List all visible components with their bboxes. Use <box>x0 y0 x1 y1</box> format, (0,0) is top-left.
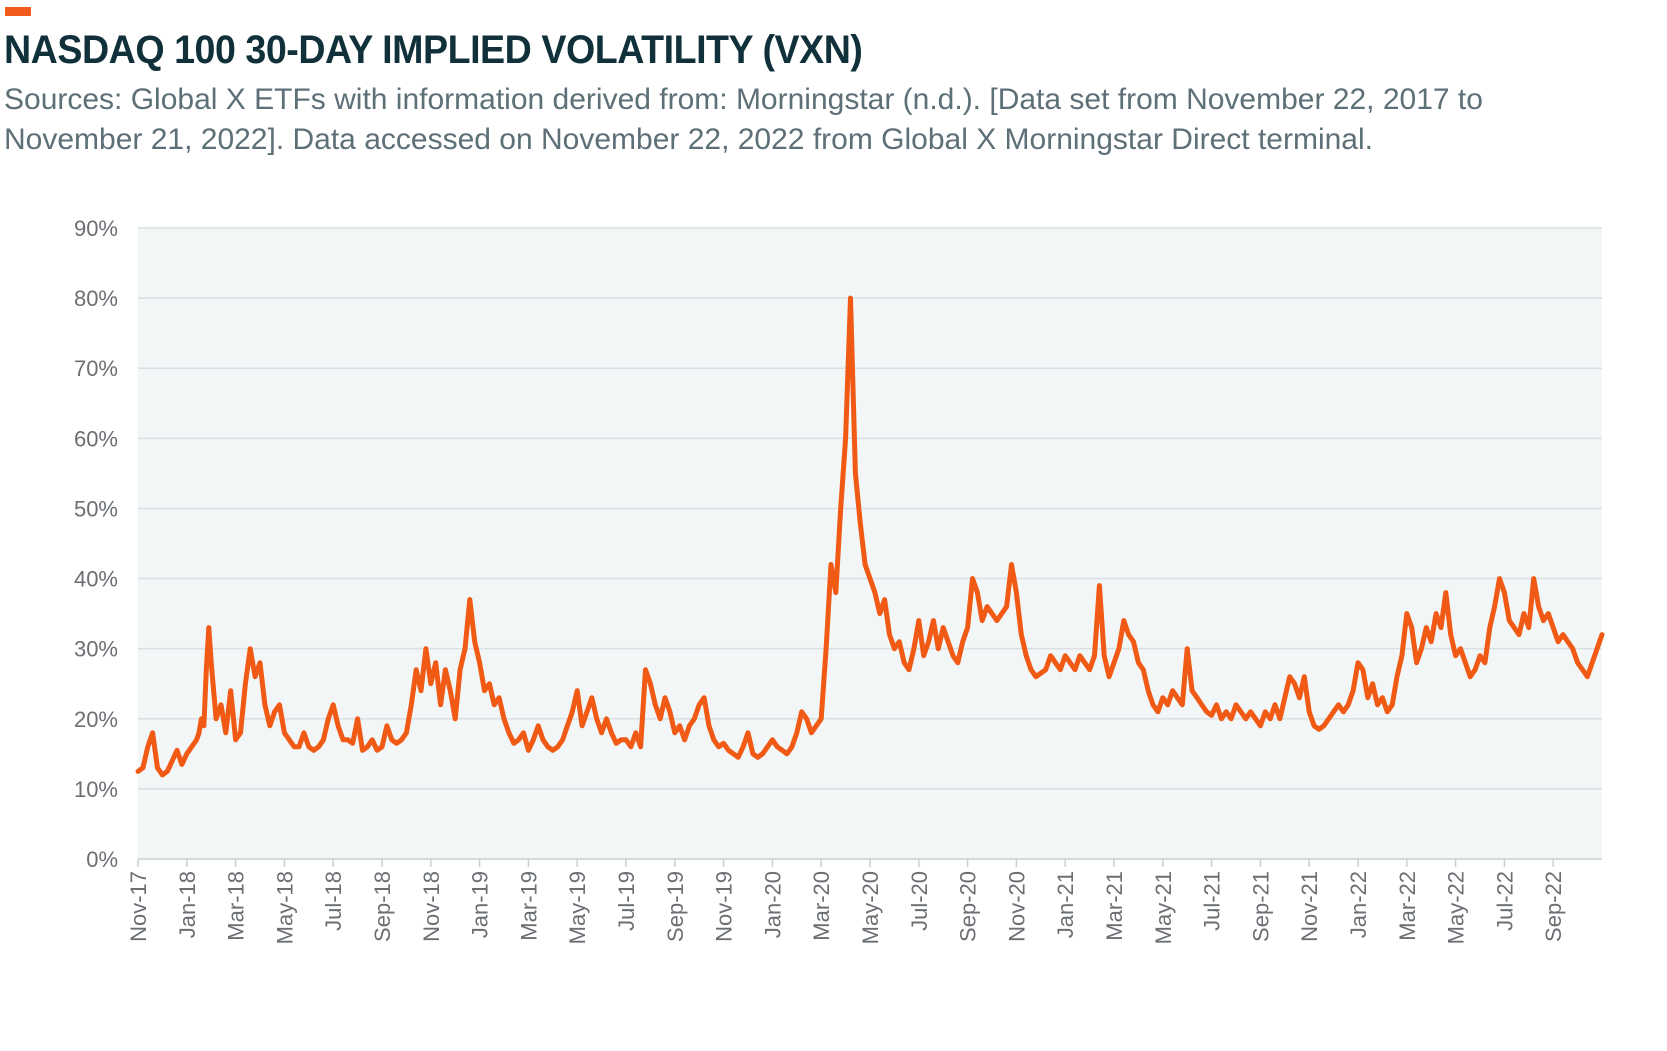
x-tick-label: Nov-20 <box>1004 871 1029 942</box>
x-tick-label: Mar-21 <box>1102 871 1127 941</box>
y-axis-ticks: 0% 10% 20% 30% 40% 50% 60% 70% 80% 90% <box>74 216 118 872</box>
x-tick-label: Jan-19 <box>468 871 493 938</box>
x-tick-label: Jan-20 <box>760 871 785 938</box>
x-tick-label: Jan-22 <box>1346 871 1371 938</box>
y-tick-label: 90% <box>74 216 118 241</box>
x-tick-label: Sep-19 <box>663 871 688 942</box>
x-tick-label: Sep-18 <box>370 871 395 942</box>
x-tick-label: Mar-22 <box>1395 871 1420 941</box>
x-tick-label: May-22 <box>1444 871 1469 944</box>
y-tick-label: 70% <box>74 356 118 381</box>
x-tick-label: Nov-18 <box>419 871 444 942</box>
y-tick-label: 50% <box>74 496 118 521</box>
x-tick-label: Jan-21 <box>1053 871 1078 938</box>
y-tick-label: 0% <box>86 847 118 872</box>
y-tick-label: 10% <box>74 777 118 802</box>
x-tick-label: Jul-19 <box>614 871 639 931</box>
chart-source-note: Sources: Global X ETFs with information … <box>4 83 1483 156</box>
x-tick-label: Mar-18 <box>224 871 249 941</box>
x-tick-label: Jul-22 <box>1492 871 1517 931</box>
x-tick-label: May-21 <box>1151 871 1176 944</box>
x-axis-ticks: Nov-17 Jan-18 Mar-18 May-18 Jul-18 Sep-18 Nov-… <box>126 859 1566 944</box>
y-tick-label: 20% <box>74 707 118 732</box>
x-tick-label: Mar-20 <box>809 871 834 941</box>
x-tick-label: May-18 <box>272 871 297 944</box>
x-tick-label: Nov-19 <box>712 871 737 942</box>
accent-bar <box>5 7 31 16</box>
plot-background <box>138 228 1602 859</box>
x-tick-label: Jul-18 <box>321 871 346 931</box>
x-tick-label: Jan-18 <box>175 871 200 938</box>
x-tick-label: Sep-21 <box>1248 871 1273 942</box>
y-tick-label: 60% <box>74 426 118 451</box>
x-tick-label: Jul-20 <box>907 871 932 931</box>
x-tick-label: May-20 <box>858 871 883 944</box>
y-tick-label: 30% <box>74 637 118 662</box>
x-tick-label: Mar-19 <box>516 871 541 941</box>
chart-title: NASDAQ 100 30-DAY IMPLIED VOLATILITY (VX… <box>4 28 863 72</box>
x-tick-label: Sep-20 <box>956 871 981 942</box>
x-tick-label: Jul-21 <box>1200 871 1225 931</box>
x-tick-label: Nov-21 <box>1297 871 1322 942</box>
x-tick-label: May-19 <box>565 871 590 944</box>
y-tick-label: 40% <box>74 567 118 592</box>
y-tick-label: 80% <box>74 286 118 311</box>
x-tick-label: Sep-22 <box>1541 871 1566 942</box>
vxn-series-line <box>135 295 1605 778</box>
x-tick-label: Nov-17 <box>126 871 151 942</box>
